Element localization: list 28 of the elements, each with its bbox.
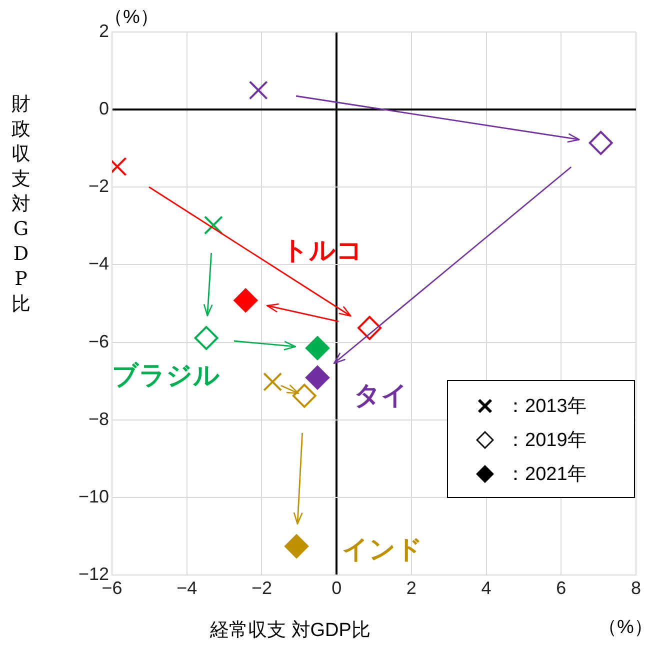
y-tick-label: −10 — [78, 486, 109, 506]
x-tick-label: 6 — [556, 578, 566, 598]
x-tick-label: −2 — [251, 578, 272, 598]
y-tick-label: −6 — [88, 331, 109, 352]
text: 財政収支対GDP比 — [12, 93, 30, 315]
point — [358, 316, 382, 340]
annotation: インド — [342, 534, 423, 567]
y-tick-label: 2 — [98, 20, 109, 41]
annotation: ブラジル — [112, 360, 220, 393]
point — [292, 384, 316, 408]
x-axis-title: 経常収支 対GDP比 — [210, 619, 370, 643]
y-tick-label: 0 — [98, 98, 109, 119]
point — [588, 130, 613, 155]
x-tick-label: 4 — [481, 578, 492, 598]
point — [234, 288, 258, 312]
x-tick-label: 8 — [630, 578, 642, 598]
point — [194, 326, 218, 350]
x-tick-label: 2 — [406, 578, 416, 598]
y-tick-label: −8 — [88, 408, 109, 429]
annotation: トルコ — [282, 235, 363, 268]
y-tick-label: −2 — [88, 176, 109, 196]
y-tick-label: −12 — [78, 564, 109, 584]
annotation: タイ — [354, 380, 408, 413]
x-tick-label: 0 — [332, 578, 342, 598]
text: （%） — [598, 616, 652, 640]
y-tick-label: −4 — [88, 254, 109, 274]
legend-frame: ：2013年 ：2019年 ：2021年 — [447, 380, 635, 498]
x-tick-label: −4 — [176, 578, 198, 598]
